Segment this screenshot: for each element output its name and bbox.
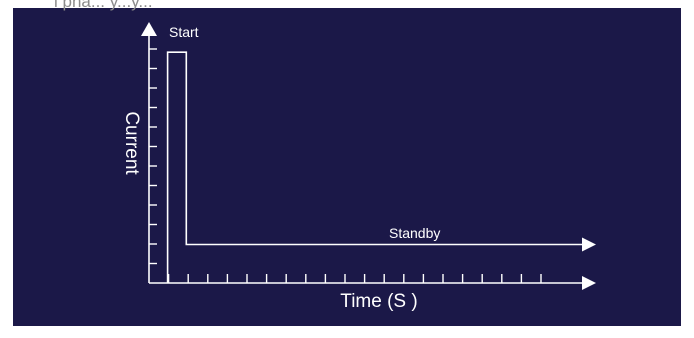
x-ticks: [167, 274, 542, 283]
caption-fragment: i pha... y...y...: [54, 0, 153, 11]
x-axis-label: Time (S ): [340, 291, 417, 312]
chart-background: [13, 8, 681, 326]
y-axis-arrowhead: [141, 22, 157, 36]
series-arrowhead: [582, 237, 596, 252]
x-axis-arrowhead: [582, 276, 596, 290]
annotation-standby: Standby: [389, 225, 440, 241]
series-line-current: [166, 51, 582, 283]
annotation-start: Start: [169, 24, 199, 40]
y-ticks: [149, 48, 157, 265]
y-axis-label: Current: [121, 111, 142, 175]
